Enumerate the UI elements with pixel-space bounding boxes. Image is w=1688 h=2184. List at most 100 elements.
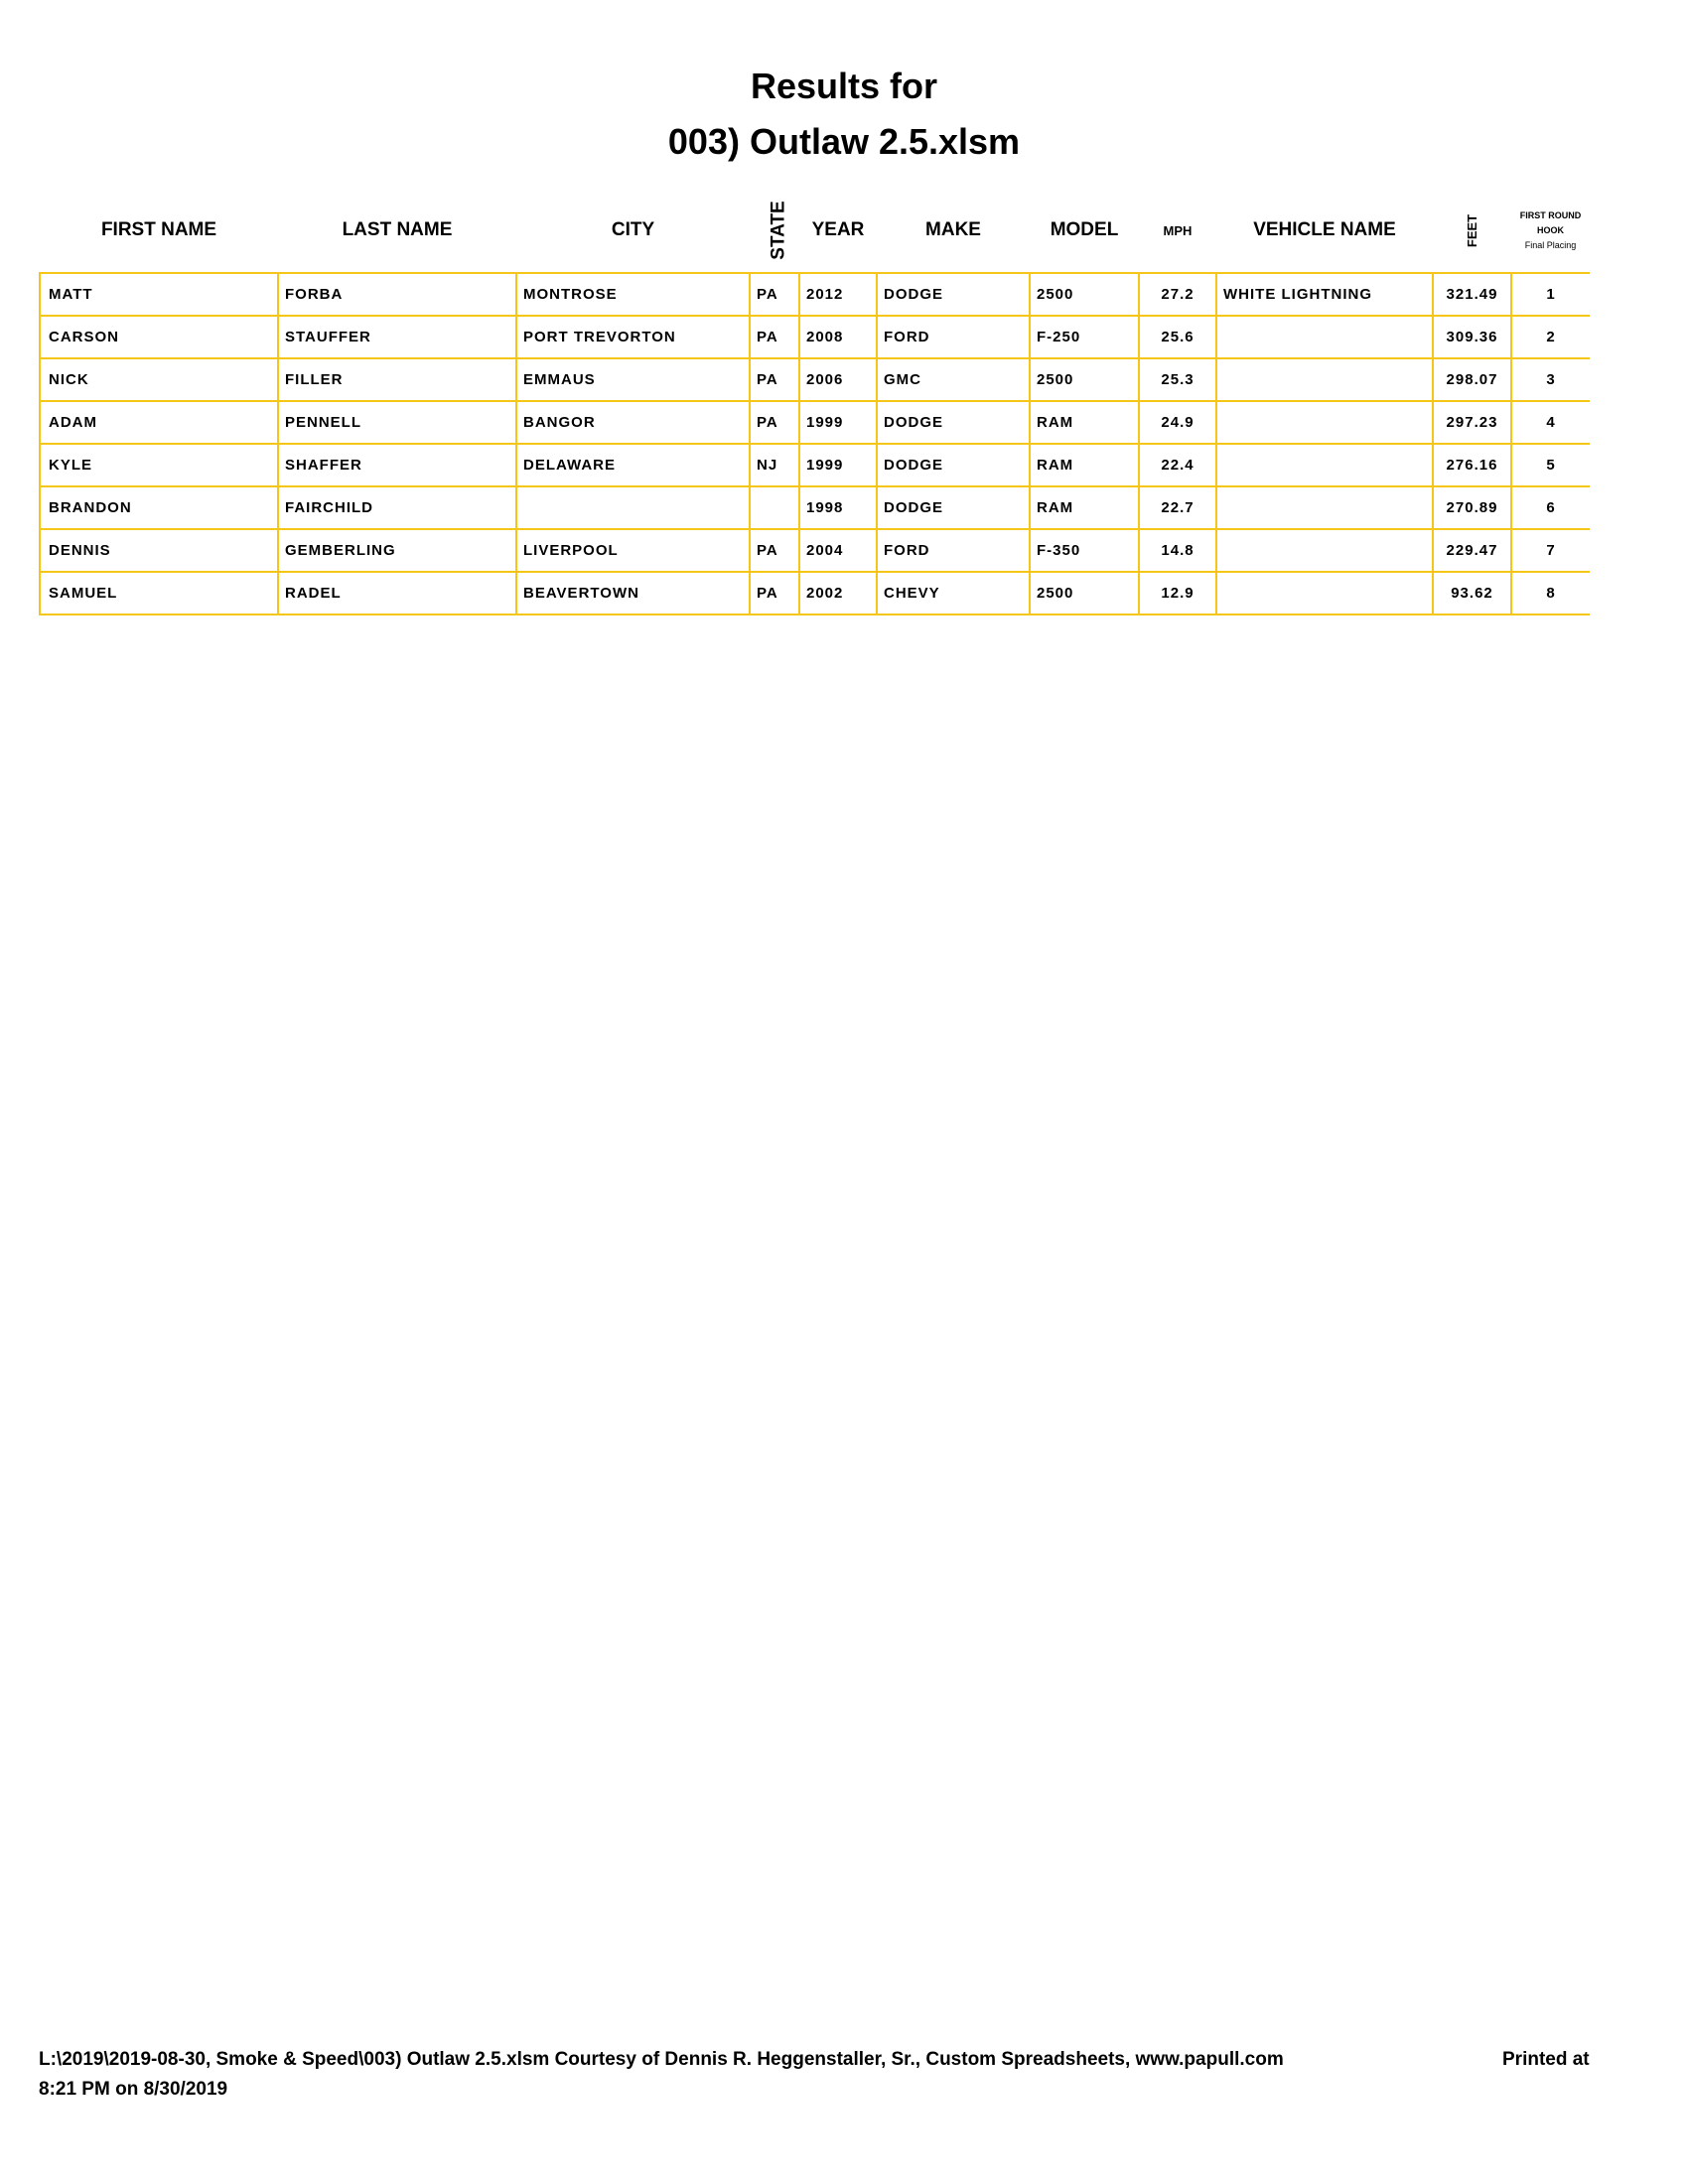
cell-last: SHAFFER <box>277 443 517 487</box>
cell-last: FORBA <box>277 272 517 317</box>
cell-first: ADAM <box>39 400 279 445</box>
col-vehicle-name: VEHICLE NAME <box>1253 219 1396 240</box>
cell-vehicle <box>1215 315 1434 359</box>
cell-first: BRANDON <box>39 485 279 530</box>
cell-year: 2012 <box>798 272 878 317</box>
col-first-name: FIRST NAME <box>100 219 217 240</box>
cell-last: FAIRCHILD <box>277 485 517 530</box>
cell-mph: 25.3 <box>1138 357 1217 402</box>
cell-make: FORD <box>876 315 1031 359</box>
cell-state: PA <box>749 400 800 445</box>
cell-state: PA <box>749 528 800 573</box>
results-table: FIRST NAME LAST NAME CITY STATE YEAR MAK… <box>39 189 1590 615</box>
col-last-name: LAST NAME <box>342 219 453 240</box>
table-row: SAMUEL RADEL BEAVERTOWN PA 2002 CHEVY 2500 12.9… <box>39 571 1590 615</box>
col-city: CITY <box>611 219 655 240</box>
cell-model: 2500 <box>1029 272 1140 317</box>
cell-feet: 229.47 <box>1432 528 1512 573</box>
cell-model: 2500 <box>1029 571 1140 615</box>
col-year: YEAR <box>811 219 865 240</box>
cell-mph: 24.9 <box>1138 400 1217 445</box>
cell-make: FORD <box>876 528 1031 573</box>
cell-first: KYLE <box>39 443 279 487</box>
cell-first: DENNIS <box>39 528 279 573</box>
col-state: STATE <box>750 189 799 273</box>
cell-last: STAUFFER <box>277 315 517 359</box>
cell-mph: 27.2 <box>1138 272 1217 317</box>
cell-model: 2500 <box>1029 357 1140 402</box>
cell-mph: 14.8 <box>1138 528 1217 573</box>
cell-last: PENNELL <box>277 400 517 445</box>
cell-year: 2008 <box>798 315 878 359</box>
cell-city: BANGOR <box>515 400 751 445</box>
cell-feet: 309.36 <box>1432 315 1512 359</box>
cell-model: RAM <box>1029 443 1140 487</box>
cell-state: PA <box>749 272 800 317</box>
table-row: MATT FORBA MONTROSE PA 2012 DODGE 2500 27.2 WHIT… <box>39 272 1590 317</box>
cell-mph: 25.6 <box>1138 315 1217 359</box>
table-row: NICK FILLER EMMAUS PA 2006 GMC 2500 25.3 298.07 3 <box>39 357 1590 402</box>
cell-make: CHEVY <box>876 571 1031 615</box>
header-row: FIRST NAME LAST NAME CITY STATE YEAR MAK… <box>40 189 1590 273</box>
cell-year: 1999 <box>798 400 878 445</box>
cell-feet: 321.49 <box>1432 272 1512 317</box>
cell-first: MATT <box>39 272 279 317</box>
table-row: CARSON STAUFFER PORT TREVORTON PA 2008 FORD F-… <box>39 315 1590 359</box>
cell-last: RADEL <box>277 571 517 615</box>
col-placing-line2: HOOK <box>1537 224 1564 235</box>
cell-year: 1999 <box>798 443 878 487</box>
table-row: KYLE SHAFFER DELAWARE NJ 1999 DODGE RAM 22.4 276… <box>39 443 1590 487</box>
cell-city: EMMAUS <box>515 357 751 402</box>
cell-feet: 93.62 <box>1432 571 1512 615</box>
cell-make: DODGE <box>876 400 1031 445</box>
cell-state <box>749 485 800 530</box>
cell-first: SAMUEL <box>39 571 279 615</box>
footer-printed-time: 8:21 PM on 8/30/2019 <box>39 2079 228 2100</box>
cell-place: 2 <box>1510 315 1590 359</box>
cell-state: PA <box>749 357 800 402</box>
table-row: DENNIS GEMBERLING LIVERPOOL PA 2004 FORD F-350… <box>39 528 1590 573</box>
cell-first: CARSON <box>39 315 279 359</box>
cell-city: MONTROSE <box>515 272 751 317</box>
cell-place: 3 <box>1510 357 1590 402</box>
cell-make: DODGE <box>876 443 1031 487</box>
cell-year: 2004 <box>798 528 878 573</box>
cell-make: DODGE <box>876 272 1031 317</box>
table-row: ADAM PENNELL BANGOR PA 1999 DODGE RAM 24.9 297.2… <box>39 400 1590 445</box>
cell-model: F-250 <box>1029 315 1140 359</box>
file-title: 003) Outlaw 2.5.xlsm <box>667 121 1021 162</box>
cell-place: 1 <box>1510 272 1590 317</box>
cell-state: PA <box>749 315 800 359</box>
cell-feet: 298.07 <box>1432 357 1512 402</box>
cell-state: PA <box>749 571 800 615</box>
cell-state: NJ <box>749 443 800 487</box>
cell-city: BEAVERTOWN <box>515 571 751 615</box>
col-model: MODEL <box>1050 219 1119 240</box>
footer: L:\2019\2019-08-30, Smoke & Speed\003) O… <box>39 2045 1627 2105</box>
cell-city <box>515 485 751 530</box>
cell-vehicle <box>1215 485 1434 530</box>
cell-feet: 297.23 <box>1432 400 1512 445</box>
cell-vehicle <box>1215 571 1434 615</box>
cell-mph: 22.7 <box>1138 485 1217 530</box>
col-feet-label: FEET <box>1464 213 1479 247</box>
cell-place: 4 <box>1510 400 1590 445</box>
cell-vehicle <box>1215 528 1434 573</box>
cell-mph: 12.9 <box>1138 571 1217 615</box>
col-state-label: STATE <box>768 201 789 260</box>
page-title: Results for <box>750 66 938 106</box>
cell-feet: 270.89 <box>1432 485 1512 530</box>
table-row: BRANDON FAIRCHILD 1998 DODGE RAM 22.7 270.89 6 <box>39 485 1590 530</box>
cell-vehicle <box>1215 357 1434 402</box>
cell-vehicle <box>1215 400 1434 445</box>
cell-make: GMC <box>876 357 1031 402</box>
cell-model: RAM <box>1029 400 1140 445</box>
cell-year: 2006 <box>798 357 878 402</box>
cell-place: 5 <box>1510 443 1590 487</box>
cell-year: 2002 <box>798 571 878 615</box>
col-feet: FEET <box>1433 189 1511 273</box>
cell-city: LIVERPOOL <box>515 528 751 573</box>
col-placing: FIRST ROUND HOOK Final Placing <box>1511 189 1590 273</box>
cell-place: 6 <box>1510 485 1590 530</box>
cell-first: NICK <box>39 357 279 402</box>
